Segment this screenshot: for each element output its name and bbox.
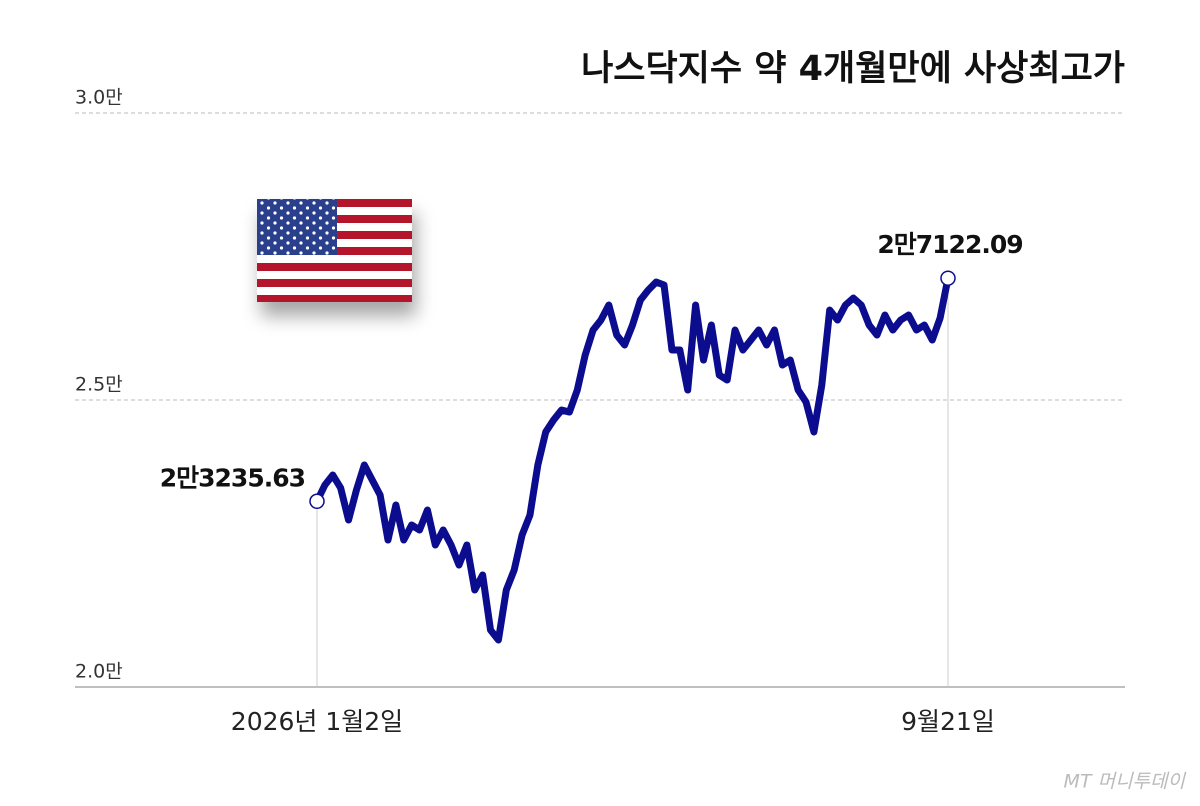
- end-marker: [309, 493, 325, 510]
- y-tick-label: 2.0만: [75, 661, 123, 683]
- x-tick-label: 9월21일: [901, 707, 995, 736]
- x-tick-label: 2026년 1월2일: [231, 707, 403, 736]
- value-label: 2만7122.09: [877, 230, 1022, 259]
- y-tick-label: 2.5만: [75, 374, 123, 396]
- end-marker: [940, 270, 956, 286]
- chart-title: 나스닥지수 약 4개월만에 사상최고가: [581, 49, 1125, 89]
- y-tick-label: 3.0만: [75, 87, 123, 109]
- price-line: [313, 274, 952, 644]
- watermark: MT 머니투데이: [1064, 771, 1187, 793]
- us-flag: [257, 199, 412, 302]
- value-label: 2만3235.63: [160, 463, 305, 492]
